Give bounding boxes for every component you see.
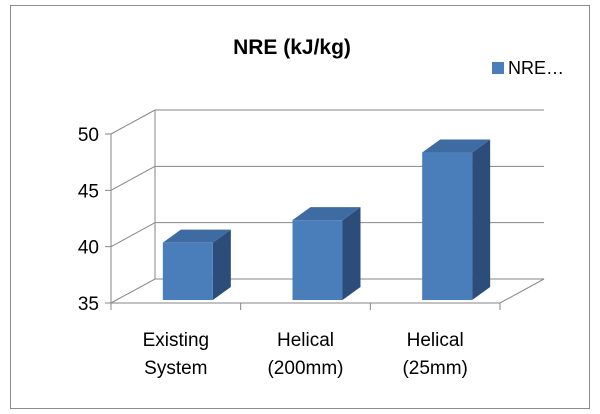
bars xyxy=(162,139,491,300)
chart-frame: NRE (kJ/kg) NRE… 35 40 45 50 Existing System… xyxy=(10,5,590,409)
x-category-label-1-0: Helical xyxy=(277,330,334,351)
bar-1 xyxy=(292,207,361,300)
y-tick-label-1: 40 xyxy=(78,238,99,259)
gridline-side-1 xyxy=(110,222,156,248)
x-category-label-0-0: Existing xyxy=(143,330,210,351)
bar-front-2 xyxy=(422,152,473,300)
x-category-label-2-1: (25mm) xyxy=(402,358,467,379)
bar-top-0 xyxy=(162,229,231,243)
y-tick-label-2: 45 xyxy=(78,181,99,202)
bar-chart: NRE (kJ/kg) NRE… 35 40 45 50 Existing System… xyxy=(78,36,564,379)
x-category-label-0-1: System xyxy=(144,358,207,379)
gridline-side-2 xyxy=(110,165,156,191)
bar-0 xyxy=(162,229,231,300)
bar-side-2 xyxy=(472,139,491,300)
gridline-side-3 xyxy=(110,109,156,135)
y-tick-label-0: 35 xyxy=(78,294,99,315)
y-tick-labels: 35 40 45 50 xyxy=(78,125,99,315)
bar-side-1 xyxy=(342,207,361,300)
x-category-label-2-0: Helical xyxy=(407,330,464,351)
bar-2 xyxy=(422,139,491,300)
axes xyxy=(105,133,501,310)
chart-title: NRE (kJ/kg) xyxy=(233,36,351,59)
legend-swatch xyxy=(492,62,504,74)
bar-side-0 xyxy=(212,229,231,300)
x-category-label-1-1: (200mm) xyxy=(267,358,343,379)
y-tick-label-3: 50 xyxy=(78,125,99,146)
bar-front-0 xyxy=(162,242,213,300)
bar-top-1 xyxy=(292,207,361,221)
bar-top-2 xyxy=(422,139,491,153)
x-category-labels: Existing System Helical (200mm) Helical (25mm… xyxy=(143,330,468,379)
bar-front-1 xyxy=(292,220,343,300)
legend-label: NRE… xyxy=(508,58,564,78)
